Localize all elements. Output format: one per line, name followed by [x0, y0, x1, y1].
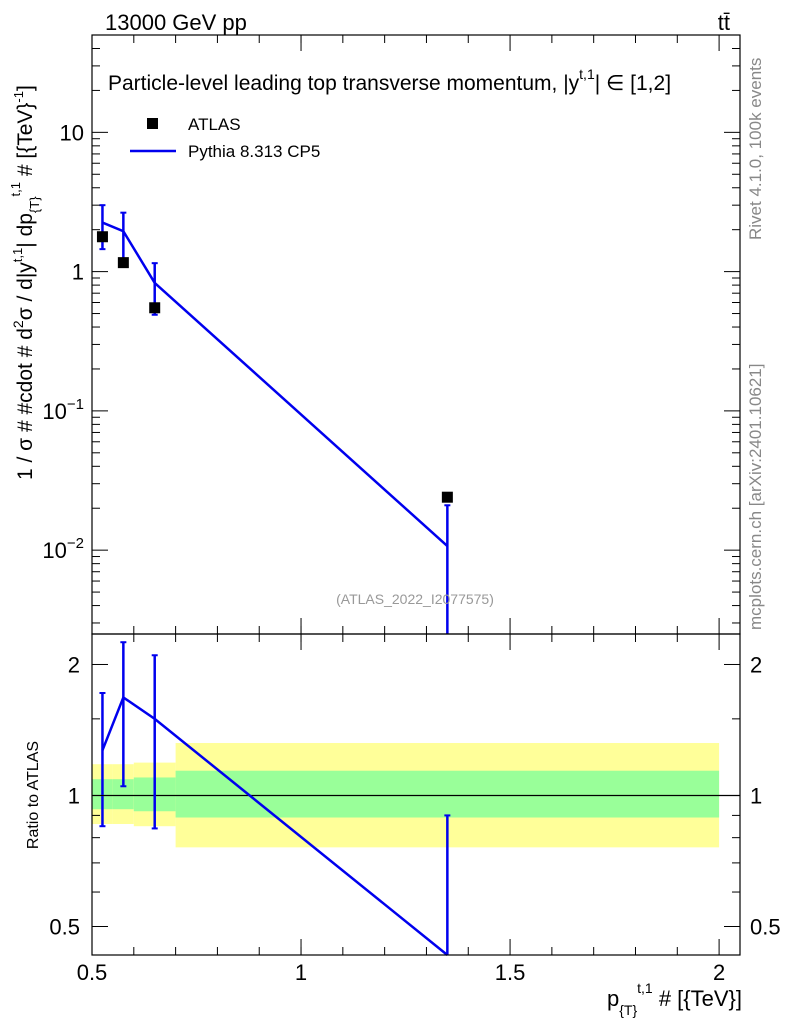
- xlabel-tail: # [{TeV}]: [653, 986, 742, 1011]
- atlas-point-3: [441, 491, 453, 503]
- ratio-band-inner-3: [175, 770, 720, 818]
- ylabel-e: | dp: [14, 213, 37, 248]
- ratio-ytick-label-left-2: 0.5: [49, 914, 80, 939]
- main-ytick-label-1: 1: [72, 260, 84, 285]
- ratio-mc-line: [101, 695, 449, 956]
- xlabel-sup: t,1: [637, 980, 653, 996]
- ratio-y-label: Ratio to ATLAS: [25, 741, 42, 849]
- ratio-ytick-label-right-2: 0.5: [750, 914, 781, 939]
- title-main: Particle-level leading top transverse mo…: [108, 72, 569, 95]
- ylabel-d: t,1: [10, 248, 25, 262]
- ratio-xtick-label-3: 2: [713, 960, 725, 985]
- title-sup: t,1: [579, 66, 595, 82]
- ratio-ytick-label-left-0: 2: [68, 652, 80, 677]
- atlas-point-1: [117, 257, 129, 269]
- main-mc-line: [101, 221, 449, 547]
- xlabel-p: p: [607, 986, 619, 1011]
- title-tail: | ∈ [1,2]: [595, 72, 671, 95]
- main-ytick-label-3: 10−2: [42, 535, 84, 563]
- ylabel-j: ]: [14, 85, 37, 91]
- ylabel-g: t,1: [8, 182, 23, 196]
- rivet-note: Rivet 4.1.0, 100k events: [746, 58, 765, 240]
- ratio-xtick-label-2: 1.5: [495, 960, 526, 985]
- legend-atlas-label: ATLAS: [188, 115, 241, 134]
- main-ytick-label-0: 10: [60, 120, 84, 145]
- legend-mc-label: Pythia 8.313 CP5: [188, 142, 320, 161]
- atlas-point-2: [149, 302, 161, 314]
- ylabel-b: 2: [10, 320, 26, 328]
- process-label: tt̄: [718, 10, 730, 35]
- legend-atlas-marker: [147, 118, 158, 129]
- ratio-xtick-label-1: 1: [295, 960, 307, 985]
- chart-title: Particle-level leading top transverse mo…: [108, 66, 671, 95]
- main-ytick-label-2: 10−1: [42, 396, 84, 424]
- ylabel-i: -1: [11, 91, 26, 103]
- ratio-ytick-label-left-1: 1: [68, 783, 80, 808]
- ratio-ytick-label-right-0: 2: [750, 652, 762, 677]
- ratio-ytick-label-right-1: 1: [750, 783, 762, 808]
- ratio-xtick-label-0: 0.5: [77, 960, 108, 985]
- ratio-band-inner-1: [112, 779, 134, 810]
- energy-label: 13000 GeV pp: [105, 10, 247, 35]
- ylabel-c: σ / d|y: [14, 262, 37, 321]
- ylabel-f: {T}: [27, 196, 42, 213]
- title-y: y: [569, 72, 580, 95]
- main-panel: 10 1 10−1 10−2: [42, 34, 741, 635]
- ylabel-a: 1 / σ # #cdot # d: [14, 328, 37, 480]
- ratio-panel: 2 2 1 1 0.5 0.5 0.5 1 1.5 2: [49, 633, 781, 985]
- ratio-frame: [91, 633, 741, 956]
- atlas-point-0: [96, 231, 108, 243]
- xlabel-sub: {T}: [619, 1002, 637, 1018]
- main-y-label: 1 / σ # #cdot # d2σ / d|yt,1| dp{T}t,1 #…: [8, 85, 42, 480]
- analysis-watermark: (ATLAS_2022_I2077575): [336, 591, 494, 607]
- ylabel-h: # [{TeV}: [14, 103, 37, 182]
- mcplots-note: mcplots.cern.ch [arXiv:2401.10621]: [746, 364, 765, 630]
- x-axis-label: p{T}t,1 # [{TeV}]: [607, 980, 742, 1018]
